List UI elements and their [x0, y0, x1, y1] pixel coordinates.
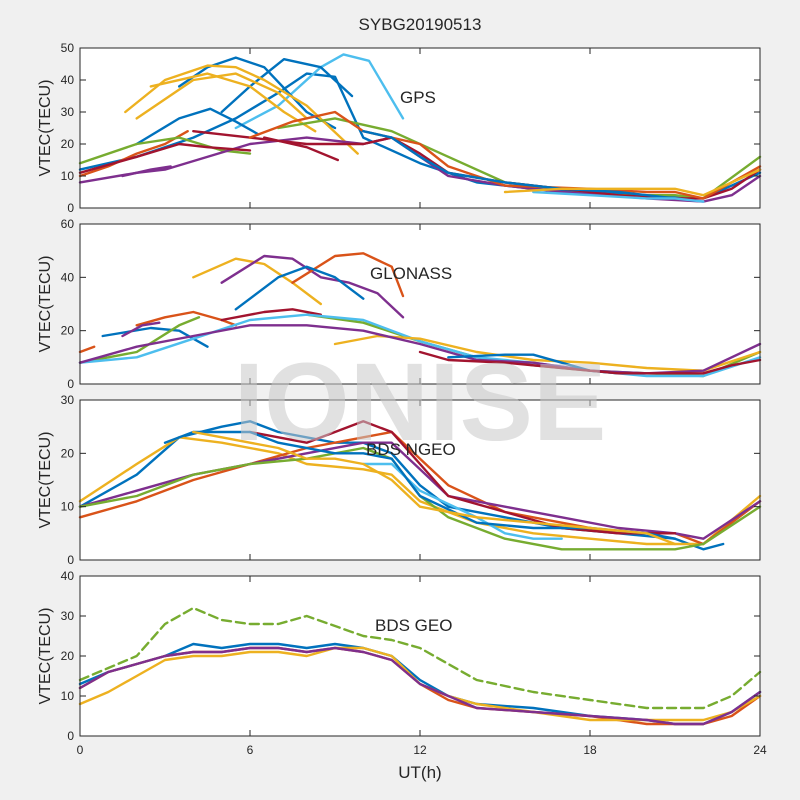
y-tick-label: 0 — [67, 201, 74, 215]
series-line — [124, 64, 359, 155]
series-line — [234, 53, 405, 130]
series-line — [78, 316, 201, 364]
y-tick-label: 10 — [61, 169, 75, 183]
panel-0: 0 10 20 30 40 50 VTEC(TECU) GPS — [37, 41, 762, 215]
y-tick-label: 20 — [61, 137, 75, 151]
series-line — [220, 58, 354, 114]
series-line — [362, 130, 677, 200]
y-axis-label: VTEC(TECU) — [37, 432, 54, 529]
plot-area — [80, 48, 760, 208]
y-tick-label: 40 — [61, 73, 75, 87]
y-axis-label: VTEC(TECU) — [37, 80, 54, 177]
y-tick-label: 40 — [61, 270, 75, 284]
series-line — [149, 72, 317, 133]
series-line — [135, 310, 237, 327]
x-tick-label: 18 — [583, 743, 597, 757]
y-axis-label: VTEC(TECU) — [37, 256, 54, 353]
series-line — [234, 265, 365, 311]
panel-1: 0 20 40 60 VTEC(TECU) GLONASS — [37, 217, 762, 391]
series-line — [503, 168, 762, 197]
series-line — [263, 136, 339, 162]
panel-label: GPS — [400, 88, 436, 107]
y-tick-label: 10 — [61, 689, 75, 703]
y-tick-label: 20 — [61, 324, 75, 338]
x-tick-label: 12 — [413, 743, 427, 757]
x-axis-label: UT(h) — [398, 763, 441, 782]
y-tick-label: 30 — [61, 393, 75, 407]
series-line — [121, 321, 161, 338]
series-line — [178, 56, 337, 130]
y-tick-label: 10 — [61, 500, 75, 514]
series-line — [78, 606, 762, 710]
series-line — [220, 308, 322, 322]
y-tick-label: 40 — [61, 569, 75, 583]
x-tick-label: 24 — [753, 743, 767, 757]
series-line — [78, 345, 96, 354]
y-tick-label: 0 — [67, 729, 74, 743]
series-line — [220, 254, 405, 319]
series-line — [78, 436, 762, 546]
x-tick-label: 6 — [247, 743, 254, 757]
panel-label: BDS NGEO — [366, 440, 456, 459]
series-line — [248, 110, 762, 200]
y-tick-label: 20 — [61, 649, 75, 663]
y-tick-label: 0 — [67, 553, 74, 567]
series-line — [78, 142, 252, 174]
series-line — [135, 107, 260, 146]
y-tick-label: 0 — [67, 377, 74, 391]
figure-title: SYBG20190513 — [359, 15, 482, 34]
panel-label: GLONASS — [370, 264, 452, 283]
y-axis-label: VTEC(TECU) — [37, 608, 54, 705]
watermark: IONISE — [234, 341, 607, 464]
series-line — [78, 420, 725, 551]
series-line — [78, 136, 252, 165]
series-line — [78, 646, 762, 726]
series-line — [192, 257, 322, 306]
series-line — [291, 252, 405, 298]
y-tick-label: 30 — [61, 609, 75, 623]
series-line — [532, 190, 705, 203]
y-tick-label: 20 — [61, 446, 75, 460]
y-tick-label: 60 — [61, 217, 75, 231]
panel-2: 0 10 20 30 VTEC(TECU) BDS NGEO — [37, 393, 762, 567]
series-line — [121, 165, 172, 178]
plot-area — [80, 224, 760, 384]
series-line — [78, 313, 762, 378]
plot-area — [80, 576, 760, 736]
series-line — [78, 646, 762, 722]
series-line — [192, 430, 677, 546]
x-tick-label: 0 — [77, 743, 84, 757]
y-tick-label: 30 — [61, 105, 75, 119]
series-line — [418, 350, 762, 375]
panel-3: 0 6 12 18 24 0 10 20 30 40 VTEC(TECU) BDS GEO — [37, 569, 767, 757]
series-line — [248, 420, 677, 535]
panel-label: BDS GEO — [375, 616, 452, 635]
series-line — [135, 72, 308, 120]
y-tick-label: 50 — [61, 41, 75, 55]
